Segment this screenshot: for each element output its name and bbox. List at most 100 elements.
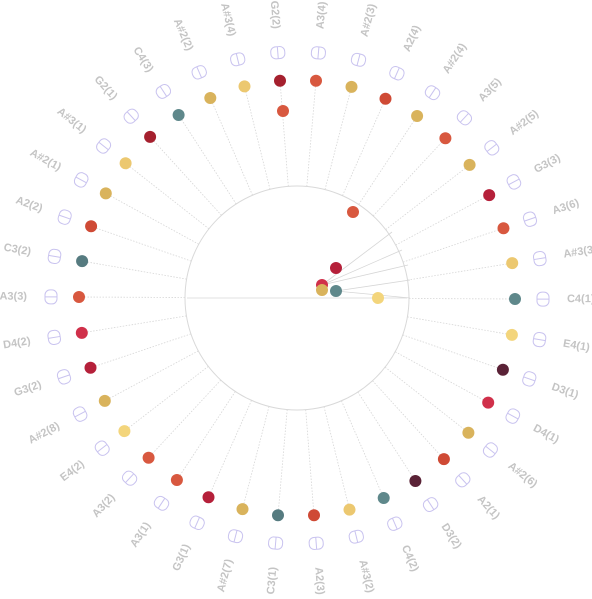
note-bar-icon (536, 291, 550, 307)
note-label-c3-1: C3(1) (265, 566, 279, 595)
spoke-c4-3 (178, 114, 237, 205)
inner-link (335, 279, 411, 292)
inner-note-dot (330, 262, 342, 274)
spoke-asharp2-2 (209, 97, 253, 196)
note-bar-icon (532, 250, 547, 267)
note-bar-icon (230, 52, 246, 67)
note-dot-a3-1 (170, 474, 183, 486)
note-label-asharp2-7: A#2(7) (215, 558, 235, 594)
spoke-asharp2-7 (242, 406, 270, 510)
note-label-asharp2-5: A#2(5) (507, 108, 541, 138)
note-bar-icon (532, 331, 547, 348)
note-bar-icon (424, 85, 441, 101)
note-bar-icon (484, 140, 500, 156)
note-dot-asharp2-1 (99, 187, 112, 200)
note-dot-g2-2 (274, 74, 286, 87)
note-dot-e4-2 (118, 425, 131, 438)
spoke-a3-2 (148, 379, 222, 458)
spoke-d4-2 (81, 315, 187, 334)
note-bar-icon (389, 65, 405, 81)
spoke-c4-1 (408, 298, 516, 300)
note-dot-c4-2 (377, 492, 390, 504)
note-dot-asharp2-8 (98, 394, 111, 407)
note-dot-c3-1 (272, 509, 284, 522)
spoke-asharp3-4 (244, 86, 271, 190)
note-dot-c3-2 (76, 255, 89, 268)
spoke-asharp2-1 (105, 193, 199, 245)
spoke-d3-2 (357, 391, 416, 482)
note-label-d4-1: D4(1) (531, 422, 561, 446)
note-label-asharp2-4: A#2(4) (441, 41, 470, 76)
inner-link (321, 249, 403, 286)
spoke-c4-2 (341, 400, 385, 499)
note-bar-icon (422, 497, 439, 513)
note-label-a2-2: A2(2) (14, 194, 44, 214)
note-dot-c4-3 (172, 109, 185, 121)
note-dot-a3-6 (497, 222, 510, 235)
note-dot-a2-4 (379, 92, 392, 105)
note-bar-icon (456, 110, 473, 126)
note-bar-icon (189, 515, 205, 531)
note-label-a3-2: A3(2) (90, 491, 118, 520)
note-bar-icon (47, 329, 62, 346)
note-bar-icon (522, 371, 537, 387)
note-label-g3-1: G3(1) (170, 542, 192, 573)
note-label-d3-2: D3(2) (439, 521, 464, 551)
note-dot-e4-1 (505, 328, 518, 341)
note-dot-asharp2-6 (462, 426, 475, 439)
note-dot-a2-3 (308, 509, 320, 522)
spoke-a3-5 (372, 138, 446, 217)
spoke-d3-1 (402, 334, 504, 371)
inner-dots-layer (277, 105, 411, 304)
spoke-asharp2-3 (324, 86, 352, 190)
note-dot-d4-1 (482, 396, 495, 409)
note-bar-icon (94, 440, 110, 456)
note-label-a3-3: A3(3) (0, 291, 27, 303)
note-dot-asharp2-7 (236, 503, 249, 516)
spoke-c3-1 (277, 409, 288, 516)
spoke-a2-1 (372, 380, 445, 460)
note-label-a3-4: A3(4) (314, 1, 328, 30)
note-bar-icon (482, 442, 498, 458)
note-bar-icon (121, 470, 138, 486)
note-bar-icon (72, 406, 88, 422)
note-bar-icon (270, 46, 286, 60)
note-bar-icon (155, 83, 172, 99)
note-label-asharp2-2: A#2(2) (171, 17, 196, 53)
spoke-asharp3-1 (125, 162, 210, 230)
spokes-layer (78, 80, 516, 516)
inner-note-dot (277, 105, 289, 117)
spoke-asharp2-5 (385, 164, 470, 230)
inner-note-dot (372, 292, 384, 304)
note-bar-icon (227, 529, 244, 544)
note-label-g3-2: G3(2) (13, 379, 44, 399)
note-label-asharp2-6: A#2(6) (506, 460, 540, 490)
note-bar-icon (522, 211, 538, 227)
inner-note-dot (316, 284, 328, 296)
note-bar-icon (153, 495, 170, 511)
note-label-a3-5: A3(5) (476, 76, 504, 105)
inner-link (335, 290, 411, 299)
note-dot-a3-4 (310, 74, 322, 87)
note-dot-asharp2-2 (204, 92, 217, 104)
note-label-g2-1: G2(1) (92, 74, 120, 103)
note-dot-a3-3 (73, 291, 85, 303)
note-label-a2-3: A2(3) (312, 567, 326, 596)
note-bar-icon (57, 209, 72, 225)
note-dot-asharp3-1 (119, 157, 132, 170)
note-bar-icon (44, 289, 58, 305)
note-bar-icon (191, 65, 207, 80)
spoke-asharp2-4 (358, 115, 418, 205)
spoke-a3-4 (306, 80, 317, 187)
note-dot-a2-2 (85, 220, 98, 233)
inner-link (321, 231, 393, 286)
inner-note-dot (347, 206, 359, 218)
note-bar-icon (387, 516, 403, 531)
spoke-a3-1 (176, 391, 236, 481)
note-dot-d4-2 (75, 326, 88, 339)
note-bar-icon (348, 529, 364, 544)
note-dot-a2-1 (437, 453, 450, 466)
note-bar-icon (73, 172, 89, 188)
note-dot-asharp2-3 (345, 80, 358, 93)
